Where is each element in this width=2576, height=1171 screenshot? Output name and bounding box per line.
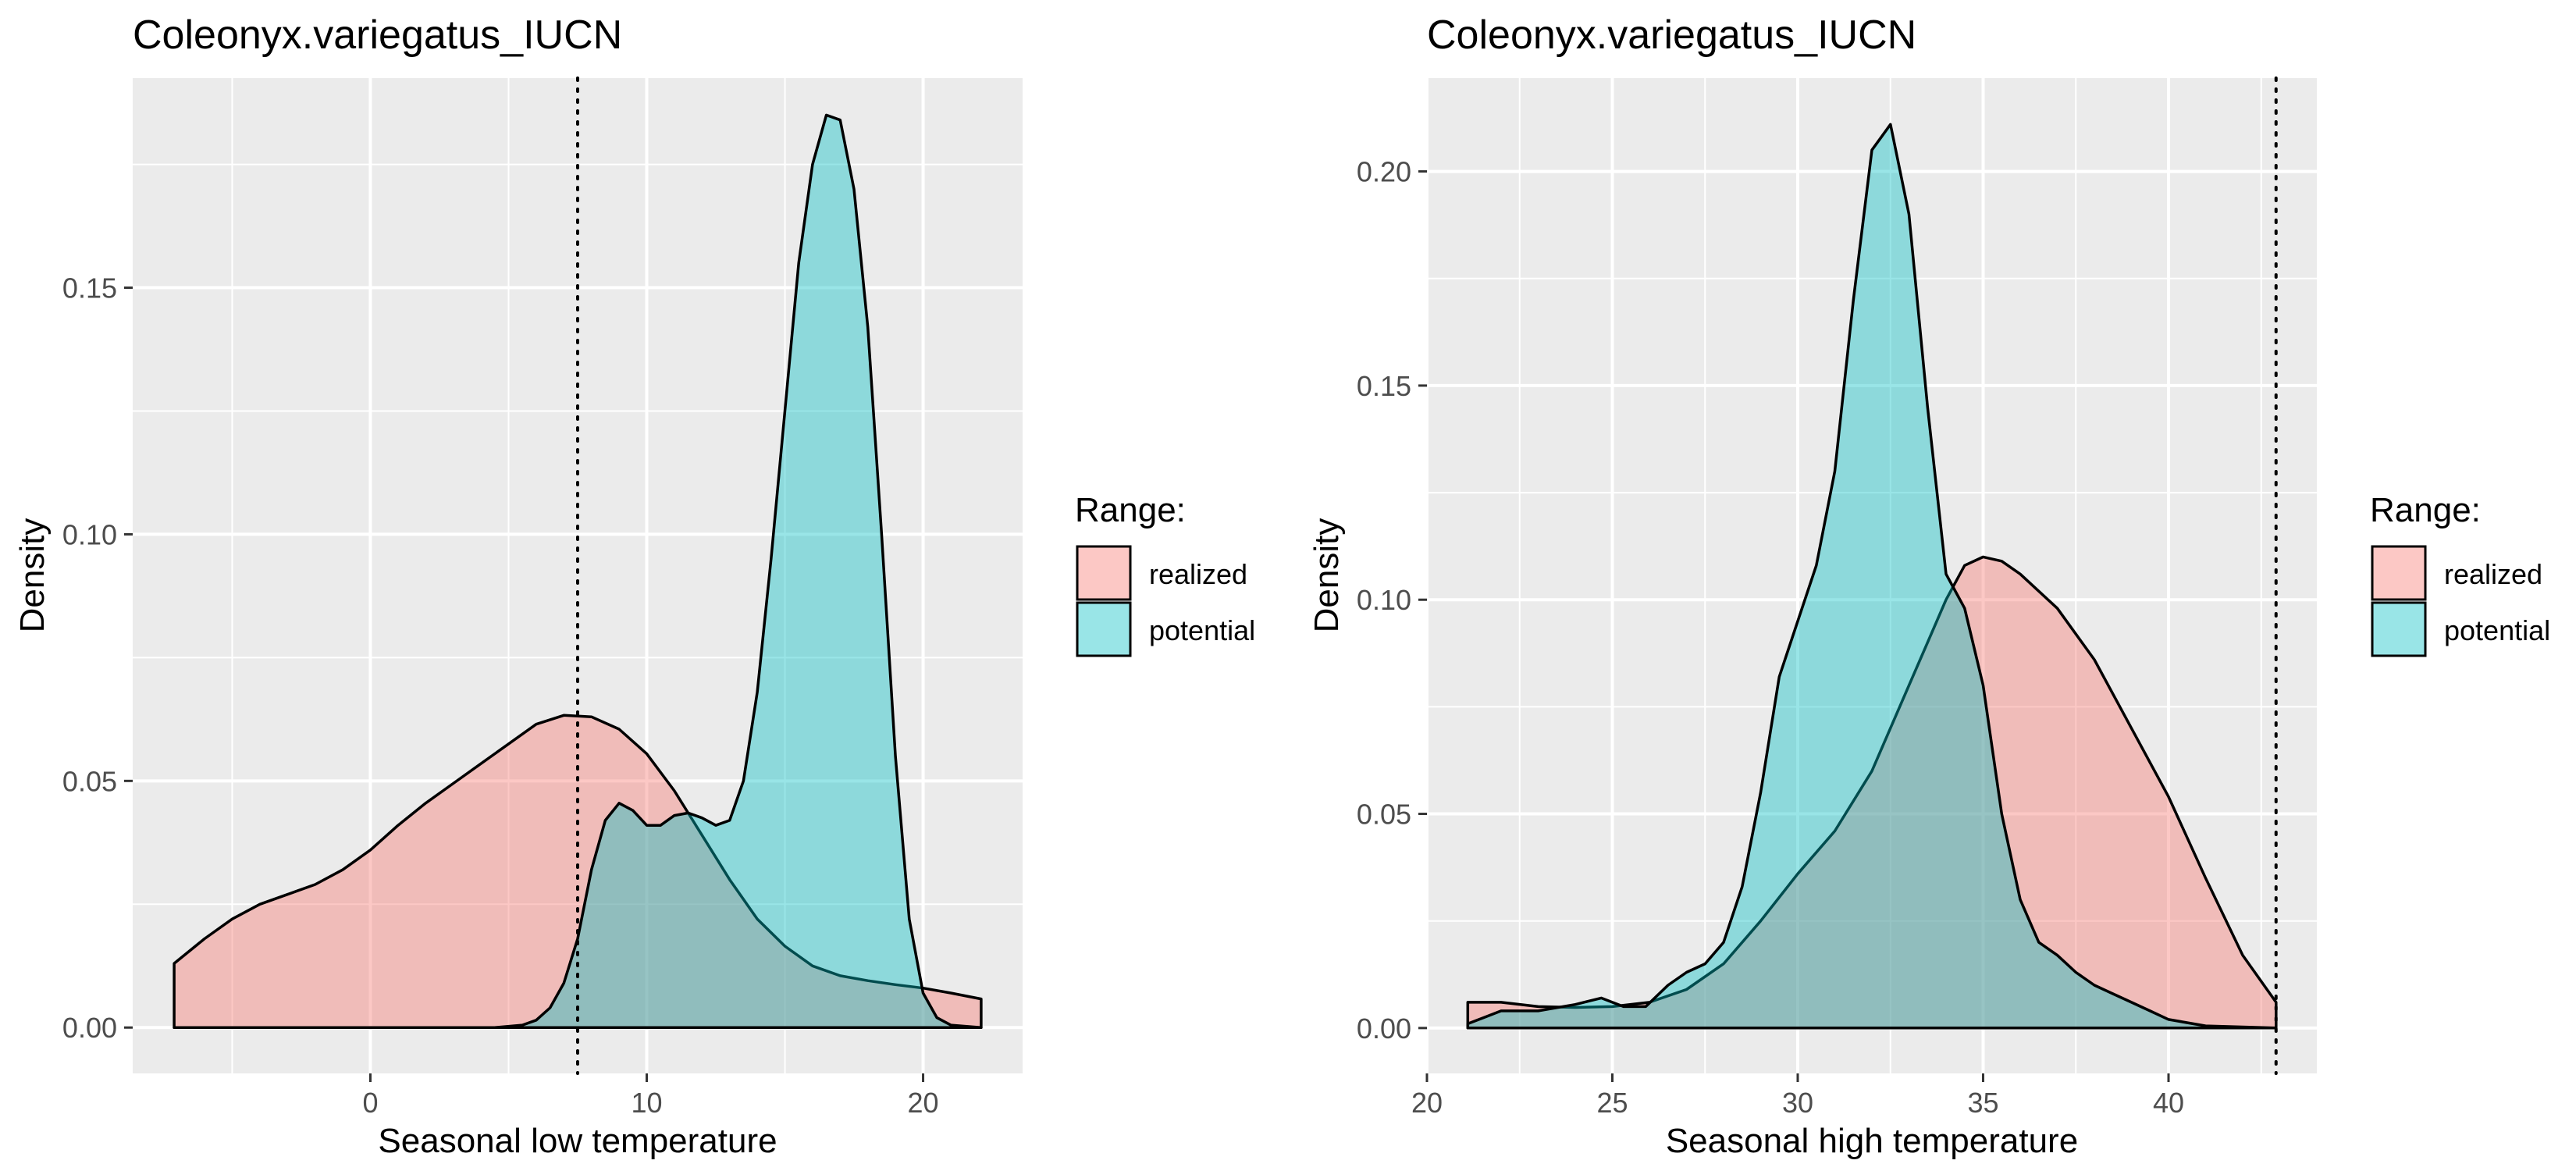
left-y-tick-label: 0.10 <box>62 518 117 550</box>
right-y-tick-label: 0.05 <box>1357 799 1411 831</box>
right-density-area-potential <box>1466 123 2278 1030</box>
left-legend-label-realized: realized <box>1149 558 1247 590</box>
right-legend: Range: realized potential <box>2370 491 2550 657</box>
left-y-ticks: 0.00 0.05 0.10 0.15 <box>62 272 133 1044</box>
left-legend-swatch-potential <box>1076 601 1132 657</box>
right-legend-title: Range: <box>2370 491 2481 529</box>
left-x-axis-title: Seasonal low temperature <box>378 1122 777 1160</box>
right-panel: Coleonyx.variegatus_IUCN 20 25 30 35 40 0.00… <box>1308 12 2317 1160</box>
right-x-ticks: 20 25 30 35 40 <box>1411 1073 2184 1119</box>
right-y-tick-label: 0.20 <box>1357 156 1411 188</box>
left-legend-label-potential: potential <box>1149 614 1255 646</box>
left-x-ticks: 0 10 20 <box>362 1073 939 1119</box>
left-x-tick-label: 0 <box>362 1087 378 1119</box>
left-x-tick-label: 20 <box>908 1087 939 1119</box>
right-legend-swatch-realized <box>2371 545 2427 601</box>
left-legend-swatch-realized <box>1076 545 1132 601</box>
left-x-tick-label: 10 <box>631 1087 662 1119</box>
left-y-axis-title: Density <box>13 518 52 633</box>
right-legend-label-realized: realized <box>2444 558 2542 590</box>
left-y-tick-label: 0.15 <box>62 272 117 304</box>
right-x-axis-title: Seasonal high temperature <box>1666 1122 2078 1160</box>
right-chart-title: Coleonyx.variegatus_IUCN <box>1427 12 1916 58</box>
right-y-tick-label: 0.00 <box>1357 1013 1411 1045</box>
left-panel: Coleonyx.variegatus_IUCN 0 10 20 0.000.050… <box>13 12 1023 1160</box>
right-y-tick-label: 0.15 <box>1357 370 1411 402</box>
left-legend: Range: realized potential <box>1075 491 1255 657</box>
left-y-tick-label: 0.00 <box>62 1012 117 1044</box>
right-density-area-realized <box>1466 555 2278 1030</box>
right-x-tick-label: 40 <box>2153 1087 2184 1119</box>
right-x-tick-label: 30 <box>1782 1087 1813 1119</box>
right-legend-label-potential: potential <box>2444 614 2550 646</box>
left-density-area-realized <box>173 714 983 1029</box>
right-x-tick-label: 25 <box>1596 1087 1628 1119</box>
right-x-tick-label: 20 <box>1411 1087 1443 1119</box>
right-x-tick-label: 35 <box>1967 1087 1998 1119</box>
right-legend-swatch-potential <box>2371 601 2427 657</box>
left-density-areas <box>173 113 983 1029</box>
left-legend-title: Range: <box>1075 491 1186 529</box>
right-density-areas <box>1466 123 2278 1030</box>
right-y-tick-label: 0.10 <box>1357 584 1411 616</box>
right-y-axis-title: Density <box>1308 518 1346 633</box>
left-density-area-potential <box>173 113 983 1029</box>
left-chart-title: Coleonyx.variegatus_IUCN <box>133 12 622 58</box>
right-y-ticks: 0.00 0.05 0.10 0.15 0.20 <box>1357 156 1427 1045</box>
left-y-tick-label: 0.05 <box>62 765 117 797</box>
